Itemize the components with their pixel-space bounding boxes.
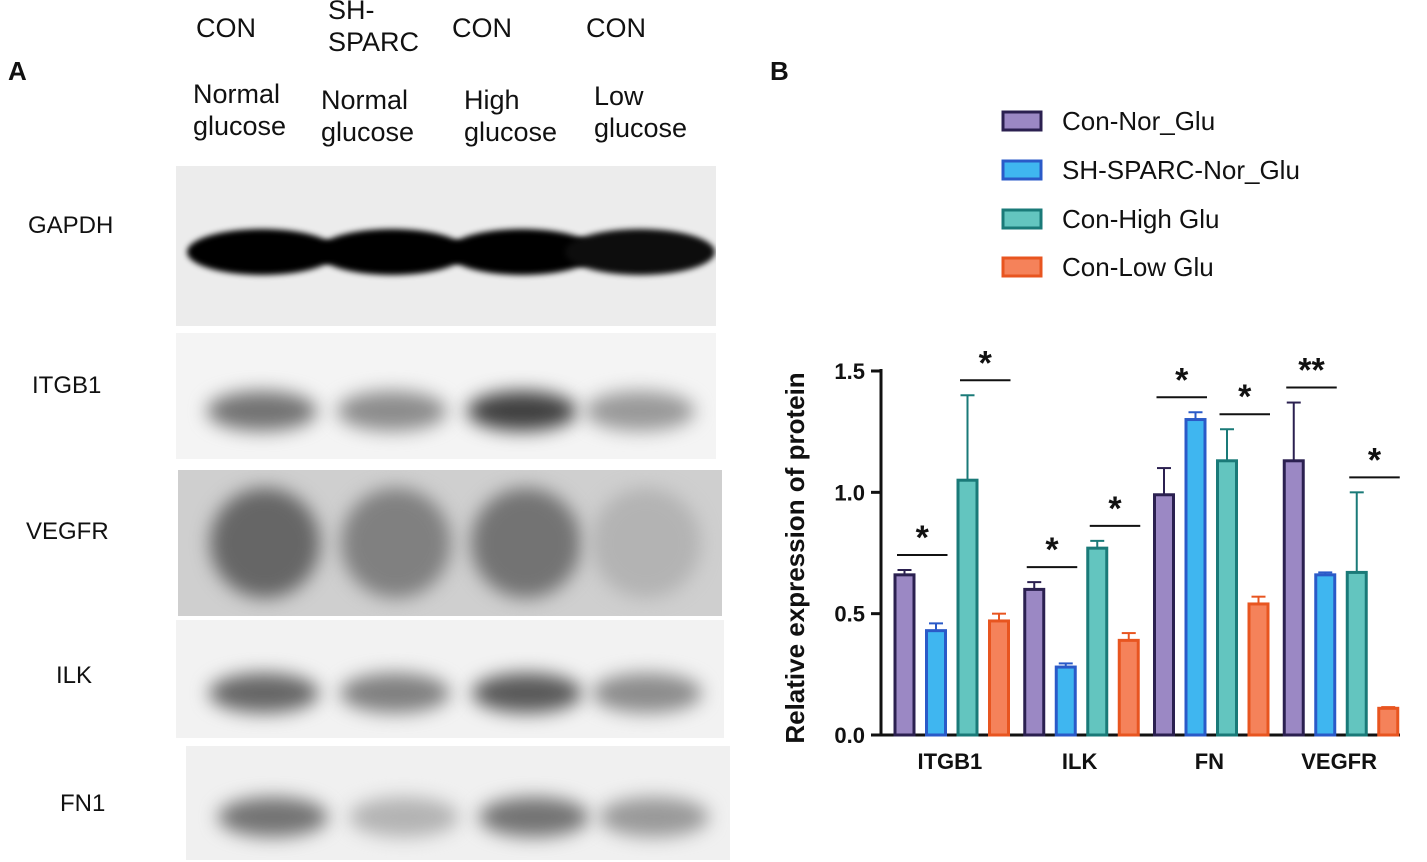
legend-label: SH-SPARC-Nor_Glu [1062,155,1300,185]
bar [1153,493,1175,737]
bar [1247,602,1270,737]
x-tick-label: ILK [1062,749,1098,774]
significance-label: * [1368,441,1382,479]
bar [893,573,916,737]
lane-2-condition: Normal glucose [321,84,414,148]
blot-label-itgb1: ITGB1 [32,372,102,399]
bar [1282,459,1305,737]
blot-band [340,673,451,714]
lane-2-group: SH- SPARC [328,0,419,58]
bar [925,629,947,737]
lane-4-condition-line1: Low [594,81,644,111]
lane-3-condition-line1: High [464,85,520,115]
y-tick-label: 1.5 [834,359,865,384]
lane-2-condition-line2: glucose [321,117,415,147]
blot-band [592,673,703,714]
lane-1-condition-line1: Normal [193,79,281,109]
significance-label: * [1108,490,1122,528]
blot-label-ilk: ILK [56,662,93,689]
blot-band [471,673,582,714]
bar [1117,638,1140,737]
blot-band [565,229,716,276]
bar [1377,706,1400,737]
legend-swatch [1001,159,1043,181]
blot-band [585,391,696,432]
y-axis-label: Relative expression of protein [780,372,810,743]
lane-3-condition: High glucose [464,84,557,148]
blot-strip-fn1 [186,746,730,860]
bar [1054,665,1077,737]
significance-label: * [979,344,993,382]
legend-label: Con-High Glu [1062,204,1220,234]
blot-label-gapdh: GAPDH [28,212,114,239]
significance-label: ** [1298,352,1325,390]
lane-3-group: CON [452,13,512,43]
blot-band [348,796,459,837]
lane-4-condition: Low glucose [594,80,687,144]
bar [1023,587,1046,737]
bar [1314,573,1337,737]
blot-band [317,229,467,276]
x-tick-label: FN [1195,749,1224,774]
panel-b-label: B [770,56,789,86]
legend-swatch [1001,208,1043,230]
legend-swatch [1001,256,1043,278]
blot-label-vegfr: VEGFR [26,518,109,545]
lane-1-group: CON [196,13,256,43]
bar [1216,459,1238,737]
blot-band [598,796,709,837]
significance-label: * [1045,531,1059,569]
blot-band [210,488,321,598]
blot-band [340,488,451,598]
blot-band [208,673,319,714]
blot-band [207,391,318,432]
lane-2-group-line1: SH- [328,0,375,25]
significance-label: * [1175,361,1189,399]
blot-strip-ilk [176,620,724,738]
bar [988,619,1010,737]
blot-strip-vegfr [178,470,722,616]
significance-label: * [1238,378,1252,416]
x-tick-label: ITGB1 [917,749,982,774]
blot-band [466,391,577,432]
lane-3-condition-line2: glucose [464,117,558,147]
bar [1184,418,1207,737]
bar [1345,570,1368,737]
blot-band [590,488,701,598]
y-tick-label: 0.0 [834,723,865,748]
bar [1086,546,1109,737]
blot-band [479,796,590,837]
legend-swatch [1001,110,1043,132]
bar [956,478,979,737]
x-tick-label: VEGFR [1301,749,1377,774]
lane-2-condition-line1: Normal [321,85,409,115]
legend-label: Con-Nor_Glu [1062,106,1215,136]
blot-strip-itgb1 [176,333,716,459]
significance-label: * [916,519,930,557]
lane-4-group: CON [586,13,646,43]
lane-4-condition-line2: glucose [594,113,688,143]
panel-a-label: A [8,56,27,86]
lane-2-group-line2: SPARC [328,27,420,57]
y-tick-label: 0.5 [834,602,865,627]
lane-1-condition: Normal glucose [193,78,286,142]
blot-band [337,391,447,432]
blot-band [218,796,329,837]
y-tick-label: 1.0 [834,480,865,505]
blot-band [187,229,338,276]
blot-strip-gapdh [176,166,716,326]
blot-band [471,488,582,598]
legend-label: Con-Low Glu [1062,252,1214,282]
lane-1-condition-line2: glucose [193,111,287,141]
blot-label-fn1: FN1 [60,790,106,817]
